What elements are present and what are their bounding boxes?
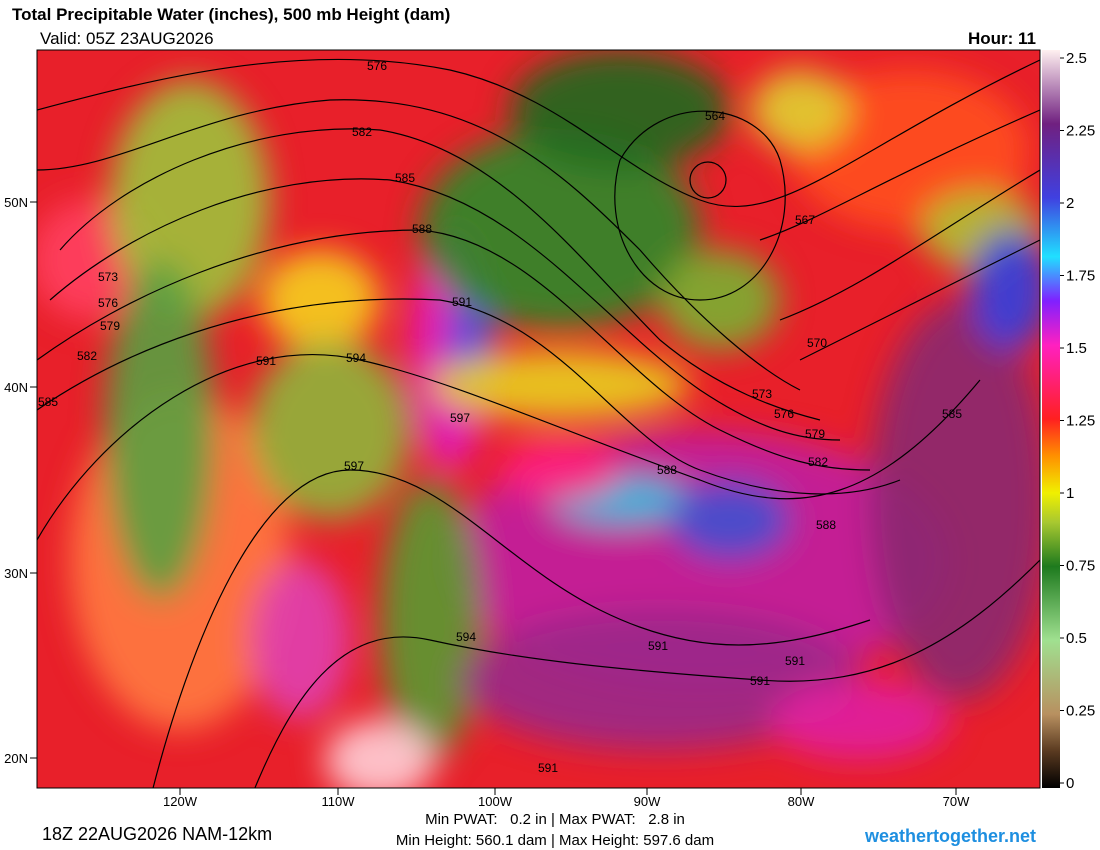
pwat-blob: [500, 440, 620, 500]
pwat-blob: [670, 480, 790, 560]
colorbar: [1042, 50, 1060, 788]
colorbar-tick-label: 0: [1066, 775, 1074, 792]
contour-label: 594: [346, 351, 366, 365]
contour-label: 576: [367, 59, 387, 73]
contour-label: 591: [538, 761, 558, 775]
model-run: 18Z 22AUG2026 NAM-12km: [42, 824, 272, 844]
lat-label: 20N: [4, 751, 28, 766]
contour-label: 591: [648, 639, 668, 653]
colorbar-ticks: 0 0.25 0.5 0.75 1 1.25 1.5 1.75 2 2.25 2.5: [1060, 50, 1095, 792]
lon-label: 90W: [634, 794, 661, 809]
contour-label: 597: [450, 411, 470, 425]
contour-label: 576: [774, 407, 794, 421]
brand: weathertogether.net: [864, 826, 1036, 846]
contour-label: 582: [77, 349, 97, 363]
colorbar-tick-label: 2.25: [1066, 123, 1095, 140]
pwat-blob: [660, 250, 780, 350]
pwat-blob: [250, 340, 410, 520]
colorbar-tick-label: 1.25: [1066, 413, 1095, 430]
colorbar-tick-label: 2.5: [1066, 50, 1087, 67]
pwat-blob: [430, 350, 690, 420]
pwat-stats: Min PWAT: 0.2 in | Max PWAT: 2.8 in: [425, 811, 685, 828]
contour-label: 564: [705, 109, 725, 123]
contour-label: 567: [795, 213, 815, 227]
contour-label: 591: [750, 674, 770, 688]
colorbar-tick-label: 1: [1066, 485, 1074, 502]
contour-label: 579: [805, 427, 825, 441]
map-axes: 50N 40N 30N 20N 120W 110W 100W 90W 80W 70W: [4, 195, 970, 809]
contour-label: 585: [942, 407, 962, 421]
pwat-blob: [750, 70, 850, 150]
contour-label: 591: [452, 295, 472, 309]
colorbar-tick-label: 0.5: [1066, 630, 1087, 647]
height-contours: [37, 58, 1040, 788]
lon-label: 80W: [788, 794, 815, 809]
lat-label: 40N: [4, 380, 28, 395]
contour-label: 588: [657, 463, 677, 477]
pwat-blob: [460, 610, 860, 750]
contour-label: 570: [807, 336, 827, 350]
colorbar-tick-label: 0.25: [1066, 703, 1095, 720]
lon-label: 110W: [322, 794, 356, 809]
pwat-blob: [870, 300, 1040, 700]
contour-label: 591: [785, 654, 805, 668]
lat-label: 30N: [4, 566, 28, 581]
pwat-field: [37, 50, 1040, 788]
forecast-hour: Hour: 11: [968, 29, 1036, 48]
valid-time: Valid: 05Z 23AUG2026: [40, 29, 214, 48]
pwat-blob: [110, 80, 270, 320]
height-stats: Min Height: 560.1 dam | Max Height: 597.…: [396, 832, 714, 849]
contour-label: 585: [395, 171, 415, 185]
lat-label: 50N: [4, 195, 28, 210]
pwat-blob: [420, 130, 700, 330]
pwat-blob: [510, 50, 730, 170]
contour-label: 588: [816, 518, 836, 532]
colorbar-tick-label: 0.75: [1066, 558, 1095, 575]
pwat-blob: [325, 720, 435, 788]
pwat-blob: [250, 560, 350, 720]
map-area: 5765825855885915945915975975735765795825…: [37, 50, 1040, 788]
colorbar-tick-label: 1.5: [1066, 340, 1087, 357]
lon-label: 100W: [478, 794, 513, 809]
pwat-blob: [380, 480, 480, 760]
map-frame: [36, 49, 1041, 789]
contour-label: 594: [456, 630, 476, 644]
contour-label: 579: [100, 319, 120, 333]
pwat-blob: [260, 250, 380, 350]
contour-label: 573: [752, 387, 772, 401]
contour-label: 576: [98, 296, 118, 310]
pwat-blob: [770, 680, 950, 760]
contour-label: 597: [344, 459, 364, 473]
contour-label: 588: [412, 222, 432, 236]
colorbar-tick-label: 1.75: [1066, 268, 1095, 285]
contour-label: 573: [98, 270, 118, 284]
title: Total Precipitable Water (inches), 500 m…: [12, 5, 450, 24]
contour-label: 585: [38, 395, 58, 409]
contour-labels: 5765825855885915945915975975735765795825…: [38, 59, 962, 775]
pwat-blob: [970, 230, 1040, 350]
lon-label: 70W: [943, 794, 970, 809]
colorbar-tick-label: 2: [1066, 195, 1074, 212]
pwat-blob: [105, 260, 215, 600]
contour-label: 582: [808, 455, 828, 469]
contour-label: 591: [256, 354, 276, 368]
lon-label: 120W: [163, 794, 198, 809]
contour-label: 582: [352, 125, 372, 139]
